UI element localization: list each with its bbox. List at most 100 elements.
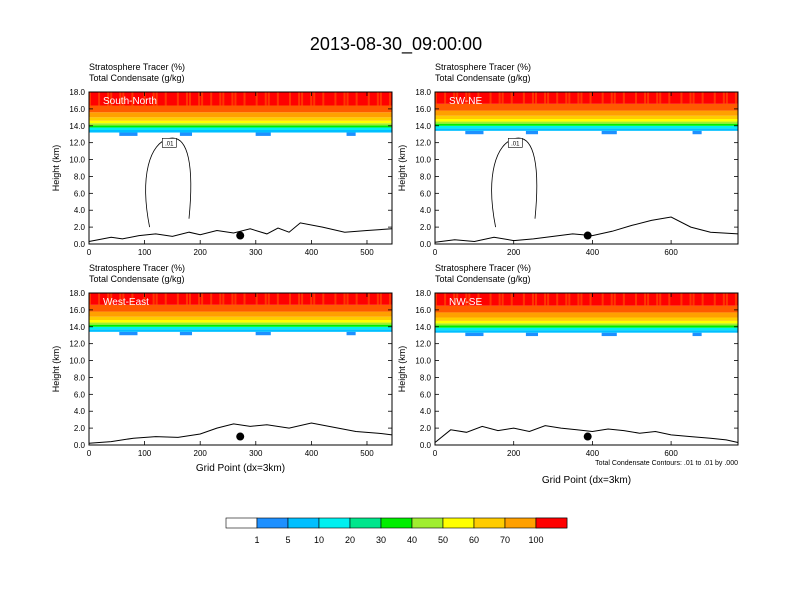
- terrain-line: [434, 216, 739, 243]
- tracer-band-patch: [601, 130, 617, 135]
- tracer-band-patch: [255, 132, 271, 136]
- tracer-streak: [276, 293, 279, 309]
- tracer-streak: [601, 293, 604, 310]
- tracer-streak: [379, 293, 382, 309]
- panel-subtitle-condensate: Total Condensate (g/kg): [89, 274, 185, 284]
- plot-frame: [88, 292, 393, 446]
- tracer-streak: [255, 92, 258, 110]
- tracer-band-patch: [692, 332, 702, 337]
- tracer-streak: [98, 293, 101, 309]
- plot-frame: [88, 91, 393, 245]
- tracer-streak: [489, 92, 492, 108]
- tracer-streak: [444, 92, 447, 108]
- plot-frame: [434, 292, 739, 446]
- tracer-streak: [234, 293, 237, 309]
- y-tick-label: 12.0: [415, 340, 431, 349]
- tracer-streak: [301, 293, 304, 309]
- tracer-streak: [656, 293, 659, 310]
- tracer-streak: [544, 92, 547, 108]
- y-tick-label: 4.0: [420, 407, 432, 416]
- contour-footnote: Total Condensate Contours: .01 to .01 by…: [595, 460, 738, 467]
- tracer-streak: [501, 293, 504, 310]
- y-tick-label: 6.0: [74, 189, 86, 198]
- tracer-streak: [456, 92, 459, 108]
- y-tick-label: 18.0: [69, 289, 85, 298]
- tracer-streak: [219, 293, 222, 309]
- y-tick-label: 8.0: [420, 172, 432, 181]
- tracer-band: [89, 304, 392, 312]
- colorbar-swatch: [256, 517, 289, 529]
- y-tick-label: 14.0: [69, 122, 85, 131]
- tracer-streak: [210, 92, 213, 110]
- tracer-streak: [119, 293, 122, 309]
- tracer-streak: [725, 92, 728, 108]
- tracer-streak: [613, 92, 616, 108]
- colorbar-swatch: [318, 517, 351, 529]
- tracer-streak: [110, 92, 113, 110]
- tracer-streak: [222, 92, 225, 110]
- tracer-streak: [143, 293, 146, 309]
- y-axis-label: Height (km): [397, 346, 407, 393]
- tracer-streak: [580, 293, 583, 310]
- tracer-streak: [580, 92, 583, 108]
- colorbar-label: 1: [254, 535, 259, 545]
- terrain-line: [88, 222, 393, 242]
- tracer-streak: [498, 92, 501, 108]
- colorbar-label: 20: [345, 535, 355, 545]
- panel-label: NW-SE: [449, 297, 482, 308]
- location-marker: [236, 432, 245, 441]
- panel-subtitle-condensate: Total Condensate (g/kg): [89, 73, 185, 83]
- tracer-band: [435, 123, 738, 126]
- y-tick-label: 8.0: [74, 172, 86, 181]
- colorbar-label: 5: [285, 535, 290, 545]
- contour-label: .01: [511, 141, 520, 147]
- y-tick-label: 0.0: [420, 441, 432, 450]
- tracer-band: [435, 323, 738, 326]
- tracer-streak: [367, 293, 370, 309]
- tracer-streak: [522, 293, 525, 310]
- tracer-band: [89, 117, 392, 121]
- tracer-streak: [701, 293, 704, 310]
- tracer-streak: [622, 92, 625, 108]
- tracer-band-patch: [119, 132, 138, 136]
- y-tick-label: 16.0: [69, 105, 85, 114]
- colorbar-swatch: [504, 517, 537, 529]
- tracer-streak: [334, 92, 337, 110]
- tracer-streak: [622, 293, 625, 310]
- y-tick-label: 4.0: [74, 206, 86, 215]
- tracer-streak: [477, 92, 480, 108]
- y-tick-label: 10.0: [69, 156, 85, 165]
- x-tick-label: 200: [194, 449, 208, 458]
- tracer-streak: [376, 92, 379, 110]
- tracer-band-patch: [525, 130, 539, 135]
- tracer-streak: [210, 293, 213, 309]
- tracer-band: [89, 316, 392, 321]
- tracer-streak: [176, 293, 179, 309]
- x-tick-label: 0: [433, 248, 438, 257]
- y-tick-label: 10.0: [69, 357, 85, 366]
- plot-frame: [434, 91, 739, 245]
- panel-4: Stratosphere Tracer (%)Total Condensate …: [397, 263, 739, 486]
- tracer-streak: [692, 293, 695, 310]
- tracer-streak: [301, 92, 304, 110]
- tracer-streak: [659, 293, 662, 310]
- tracer-streak: [468, 293, 471, 310]
- tracer-band-patch: [346, 331, 356, 336]
- colorbar-label: 50: [438, 535, 448, 545]
- tracer-streak: [231, 92, 234, 110]
- tracer-streak: [510, 92, 513, 108]
- tracer-streak: [644, 92, 647, 108]
- panel-label: SW-NE: [449, 96, 482, 107]
- tracer-streak: [435, 92, 437, 108]
- y-tick-label: 6.0: [420, 390, 432, 399]
- colorbar-label: 100: [528, 535, 543, 545]
- tracer-streak: [231, 293, 234, 309]
- y-tick-label: 8.0: [420, 373, 432, 382]
- colorbar-label: 40: [407, 535, 417, 545]
- tracer-streak: [435, 293, 437, 310]
- tracer-band: [435, 320, 738, 324]
- tracer-streak: [388, 293, 391, 309]
- tracer-streak: [379, 92, 382, 110]
- x-axis-label: Grid Point (dx=3km): [542, 475, 631, 486]
- tracer-band: [89, 105, 392, 113]
